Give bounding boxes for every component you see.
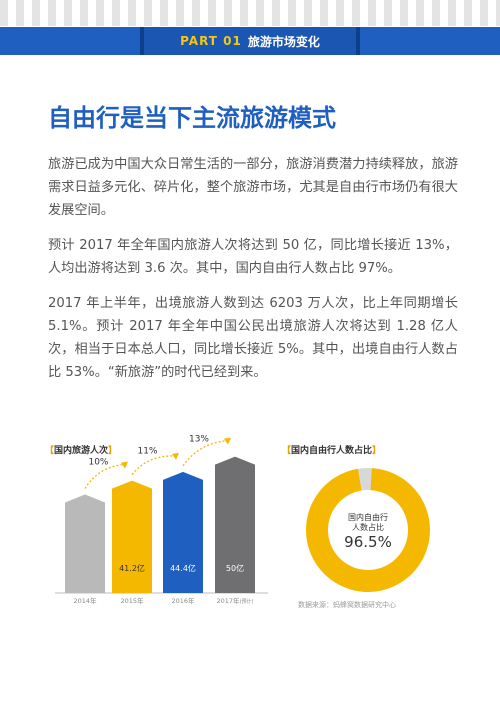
bar-chart-title: 【国内旅游人次】 — [45, 446, 118, 456]
section-banner-label: PART 01 旅游市场变化 — [140, 27, 360, 55]
decorative-stripes — [0, 0, 500, 26]
growth-arrow-head — [172, 452, 179, 460]
paragraph-3: 2017 年上半年，出境旅游人数到达 6203 万人次，比上年同期增长 5.1%… — [48, 296, 458, 380]
growth-arrow — [131, 455, 176, 476]
x-tick-label: 2017年(预计) — [217, 596, 254, 605]
donut-center-value: 96.5% — [344, 533, 392, 551]
donut-center-label: 国内自由行 — [348, 512, 388, 522]
paragraph-2: 预计 2017 年全年国内旅游人次将达到 50 亿，同比增长接近 13%，人均出… — [48, 238, 458, 276]
bar-chart: 2014年 41.2亿 2015年 44.4亿 2016年 50亿 2017年(预计) 10%… — [55, 435, 268, 605]
bar-value-label: 41.2亿 — [119, 563, 145, 573]
growth-arrow — [182, 439, 228, 467]
part-title: 旅游市场变化 — [247, 34, 320, 49]
x-tick-label: 2016年 — [171, 596, 195, 605]
bar-2016年 — [163, 471, 203, 593]
donut-slice-free-travel — [306, 468, 430, 592]
growth-arrow — [84, 463, 125, 489]
growth-arrow-head — [121, 461, 128, 469]
growth-arrow-head — [224, 437, 231, 445]
bar-2014年 — [65, 494, 105, 593]
donut-chart-title: 【国内自由行人数占比】 — [282, 446, 382, 456]
bar-2017年 — [215, 456, 255, 593]
donut-chart-title-text: 国内自由行人数占比 — [291, 446, 373, 456]
paragraph-1: 旅游已成为中国大众日常生活的一部分，旅游消费潜力持续释放，旅游需求日益多元化、碎… — [48, 157, 458, 218]
bar-value-label: 50亿 — [226, 563, 244, 573]
donut-slice-other — [358, 468, 372, 491]
data-source: 数据来源：蚂蜂窝数据研究中心 — [298, 601, 396, 609]
x-tick-label: 2015年 — [120, 596, 144, 605]
page-heading: 自由行是当下主流旅游模式 — [48, 104, 336, 132]
bar-2015年 — [112, 480, 152, 593]
growth-label: 13% — [189, 435, 209, 444]
growth-label: 10% — [88, 458, 108, 468]
bar-value-label: 44.4亿 — [170, 563, 196, 573]
growth-label: 11% — [137, 446, 157, 456]
bar-chart-title-text: 国内旅游人次 — [54, 446, 109, 456]
donut-center-label: 人数占比 — [352, 522, 384, 532]
x-tick-label: 2014年 — [73, 596, 97, 605]
part-number: PART 01 — [180, 34, 242, 48]
